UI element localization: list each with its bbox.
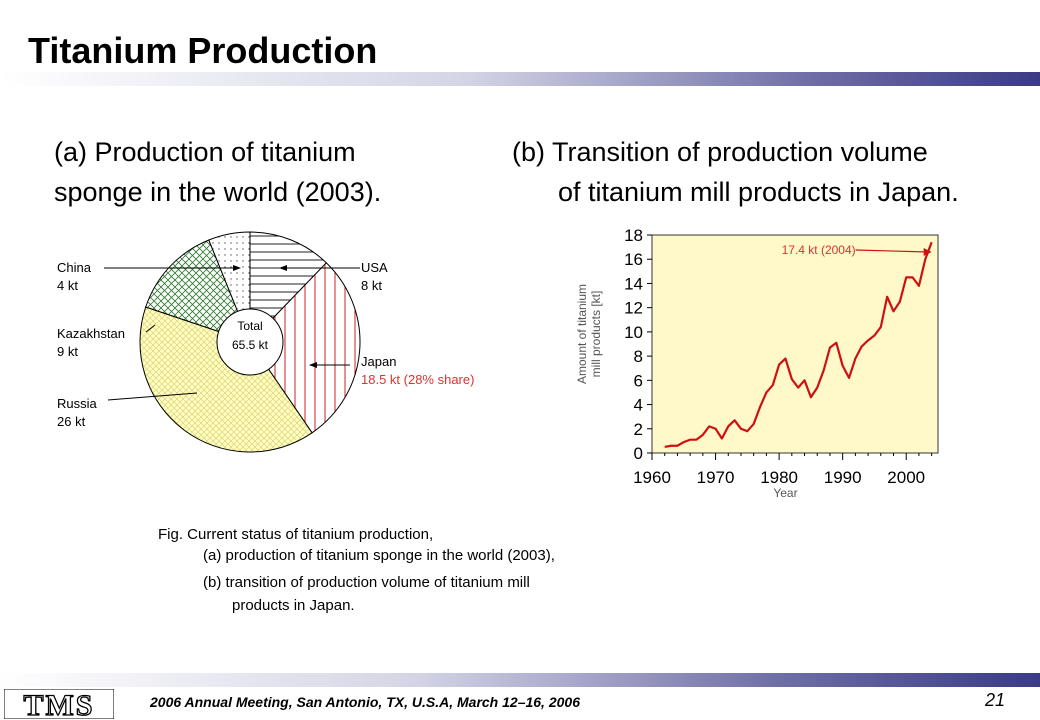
y-tick-label: 6 (634, 371, 643, 390)
label-kazakhstan-name: Kazakhstan (57, 326, 125, 341)
y-tick-label: 18 (624, 226, 643, 245)
title-gradient-bar (0, 72, 1040, 86)
y-axis-label-line1: Amount of titanium (575, 284, 589, 384)
y-tick-label: 12 (624, 299, 643, 318)
leader-russia (107, 392, 198, 401)
page-number: 21 (985, 690, 1006, 710)
x-tick-label: 2000 (887, 468, 925, 487)
pie-total-value: 65.5 kt (232, 338, 269, 352)
label-russia-name: Russia (57, 396, 97, 411)
caption-b-line2: of titanium mill products in Japan. (558, 177, 959, 207)
pie-slice-japan (249, 262, 361, 434)
y-tick-label: 0 (634, 444, 643, 463)
x-tick-label: 1970 (697, 468, 735, 487)
fig-caption-line3: (b) transition of production volume of t… (203, 574, 530, 591)
label-china-name: China (57, 260, 91, 275)
label-japan-name: Japan (361, 354, 397, 369)
x-axis-label: Year (773, 486, 797, 500)
label-kazakhstan-value: 9 kt (57, 344, 78, 359)
leader-kazakhstan (145, 324, 156, 333)
label-usa-name: USA (361, 260, 388, 275)
y-tick-label: 8 (634, 347, 643, 366)
pie-slice-kazakhstan (145, 239, 251, 343)
label-japan-value: 18.5 kt (28% share) (361, 372, 475, 387)
y-axis-label-line2: mill products [kt] (589, 291, 603, 378)
y-tick-label: 16 (624, 250, 643, 269)
slide-title: Titanium Production (28, 30, 378, 71)
y-tick-label: 2 (634, 420, 643, 439)
footer-gradient-bar (0, 673, 1040, 687)
y-tick-label: 14 (624, 274, 643, 293)
caption-a-line1: (a) Production of titanium (54, 137, 356, 167)
x-tick-label: 1990 (824, 468, 862, 487)
caption-a-line2: sponge in the world (2003). (54, 177, 382, 207)
svg-text:TMS: TMS (23, 689, 94, 719)
fig-caption-line2: (a) production of titanium sponge in the… (203, 547, 555, 564)
tms-logo: TMS (4, 689, 114, 719)
annotation-arrowhead (923, 248, 932, 256)
label-russia-value: 26 kt (57, 414, 86, 429)
y-tick-label: 10 (624, 323, 643, 342)
pie-total-label: Total (237, 319, 262, 333)
fig-caption-line1: Fig. Current status of titanium producti… (158, 526, 434, 543)
line-chart: 0 2 4 6 8 10 12 14 16 18 1960 1970 1980 1990 2000 17.4… (575, 226, 939, 500)
series-line-production (664, 241, 933, 449)
fig-caption-line4: products in Japan. (232, 597, 355, 614)
pie-center-disc (216, 308, 284, 376)
y-tick-label: 4 (634, 396, 643, 415)
footer-meeting-text: 2006 Annual Meeting, San Antonio, TX, U.… (150, 694, 580, 710)
x-tick-label: 1960 (633, 468, 671, 487)
pie-slice-russia (139, 306, 313, 453)
plot-area (651, 234, 939, 454)
annotation-2004: 17.4 kt (2004) (782, 243, 856, 257)
label-usa-value: 8 kt (361, 278, 382, 293)
label-china-value: 4 kt (57, 278, 78, 293)
caption-b-line1: (b) Transition of production volume (512, 137, 928, 167)
x-tick-label: 1980 (760, 468, 798, 487)
annotation-arrow (855, 249, 929, 253)
